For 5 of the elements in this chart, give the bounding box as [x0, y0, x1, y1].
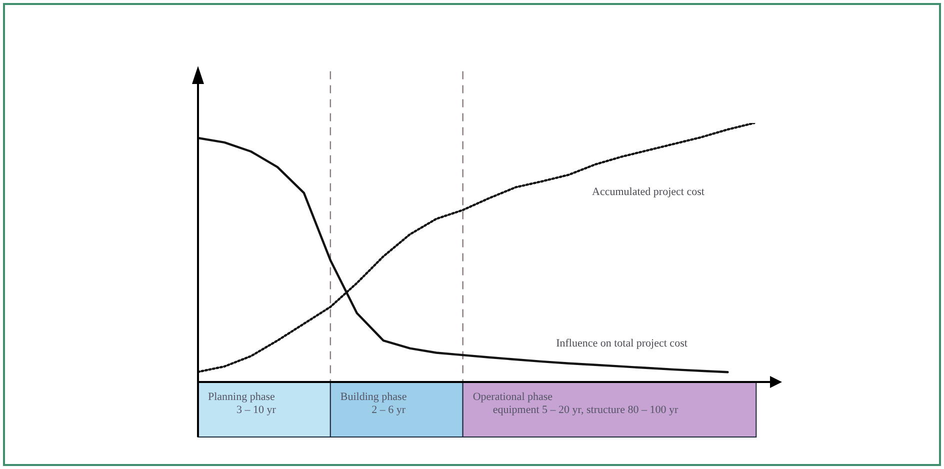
text: Planning phase 3 – 10 yr	[208, 391, 276, 416]
text: Building phase 2 – 6 yr	[340, 391, 407, 416]
series-label: Influence on total project cost	[556, 337, 688, 350]
series-label: Accumulated project cost	[592, 186, 704, 198]
text: Operational phase equipment 5 – 20 yr, structure 80 – 100 yr	[472, 391, 678, 416]
